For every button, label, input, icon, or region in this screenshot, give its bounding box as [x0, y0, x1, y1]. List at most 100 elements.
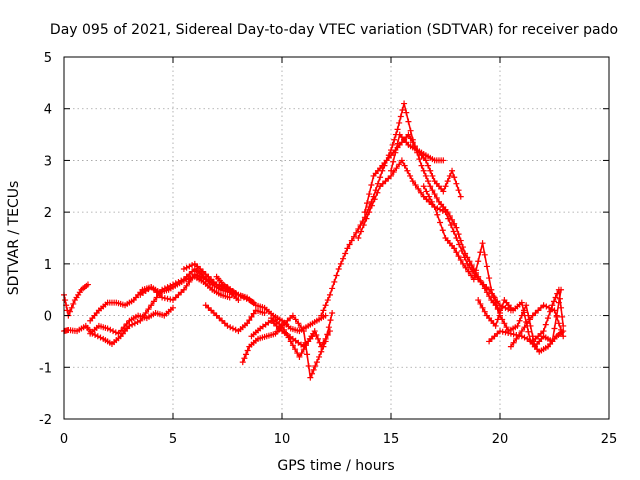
data-point	[458, 247, 465, 254]
data-point	[304, 351, 311, 358]
data-point	[475, 258, 482, 265]
data-point	[314, 335, 321, 342]
data-point	[377, 174, 384, 181]
data-point	[412, 181, 419, 188]
data-point	[368, 181, 375, 188]
data-point	[524, 320, 531, 327]
data-point	[389, 141, 396, 148]
data-point	[488, 286, 495, 293]
data-point	[180, 286, 187, 293]
data-point	[442, 183, 449, 190]
data-point	[453, 224, 460, 231]
data-point	[560, 333, 567, 340]
data-point	[397, 113, 404, 120]
data-point	[70, 300, 77, 307]
data-point	[235, 297, 242, 304]
data-point	[409, 178, 416, 185]
data-point	[298, 324, 305, 331]
data-point	[556, 295, 563, 302]
data-point	[390, 169, 397, 176]
data-point	[518, 333, 525, 340]
data-point	[551, 307, 558, 314]
data-point	[216, 282, 223, 289]
data-point	[180, 266, 187, 273]
data-point	[232, 326, 239, 333]
data-point	[416, 156, 423, 163]
data-point	[120, 324, 127, 331]
data-point	[440, 188, 447, 195]
data-point	[295, 320, 302, 327]
data-point	[363, 215, 370, 222]
data-point	[316, 353, 323, 360]
data-point	[123, 320, 130, 327]
data-point	[546, 304, 553, 311]
data-point	[455, 253, 462, 260]
data-point	[501, 320, 508, 327]
data-point	[459, 260, 466, 267]
data-point	[434, 211, 441, 218]
data-point	[355, 235, 362, 241]
data-point	[361, 209, 368, 216]
data-point	[518, 299, 525, 306]
data-point	[444, 178, 451, 185]
data-point	[296, 353, 303, 360]
data-point	[479, 304, 486, 311]
data-point	[194, 272, 201, 279]
x-tick-label: 20	[492, 432, 509, 447]
data-point	[497, 328, 503, 335]
data-point	[311, 328, 318, 335]
data-point	[66, 308, 73, 315]
data-point	[457, 237, 464, 244]
data-point	[507, 343, 514, 350]
data-point	[186, 278, 193, 285]
data-point	[558, 304, 565, 311]
data-point	[560, 322, 567, 329]
data-point	[394, 126, 401, 133]
data-point	[427, 183, 434, 190]
data-point	[551, 325, 558, 332]
data-point	[364, 200, 371, 207]
data-point	[324, 331, 331, 338]
data-point	[415, 185, 422, 192]
data-point	[514, 322, 521, 329]
data-point	[405, 118, 412, 125]
data-point	[186, 263, 193, 270]
data-point	[390, 158, 397, 165]
data-point	[453, 235, 460, 241]
data-point	[399, 107, 406, 114]
data-point	[394, 140, 401, 147]
data-point	[329, 285, 336, 292]
data-point	[437, 219, 444, 226]
data-point	[145, 306, 152, 313]
data-point	[322, 338, 329, 345]
data-point	[462, 264, 469, 271]
data-point	[148, 302, 155, 309]
data-point	[437, 206, 444, 213]
data-point	[325, 324, 332, 331]
data-point	[393, 165, 400, 172]
series-sat-j	[248, 317, 316, 350]
data-point	[307, 374, 314, 381]
y-tick-label: 2	[44, 206, 52, 221]
data-point	[407, 135, 414, 142]
data-point	[520, 309, 527, 316]
data-point	[331, 278, 338, 285]
data-point	[167, 296, 174, 303]
data-point	[183, 282, 190, 289]
data-point	[329, 309, 336, 316]
data-point	[159, 294, 166, 301]
data-point	[289, 312, 296, 319]
data-point	[110, 328, 117, 335]
data-point	[475, 297, 482, 304]
data-point	[107, 326, 114, 333]
data-point	[118, 327, 125, 334]
grid-layer	[64, 57, 609, 419]
y-tick-label: -2	[39, 413, 52, 428]
data-point	[305, 362, 312, 369]
data-point	[368, 202, 375, 209]
y-tick-label: 0	[44, 310, 52, 325]
data-point	[261, 309, 268, 316]
data-point	[104, 325, 111, 332]
data-point	[526, 316, 533, 323]
